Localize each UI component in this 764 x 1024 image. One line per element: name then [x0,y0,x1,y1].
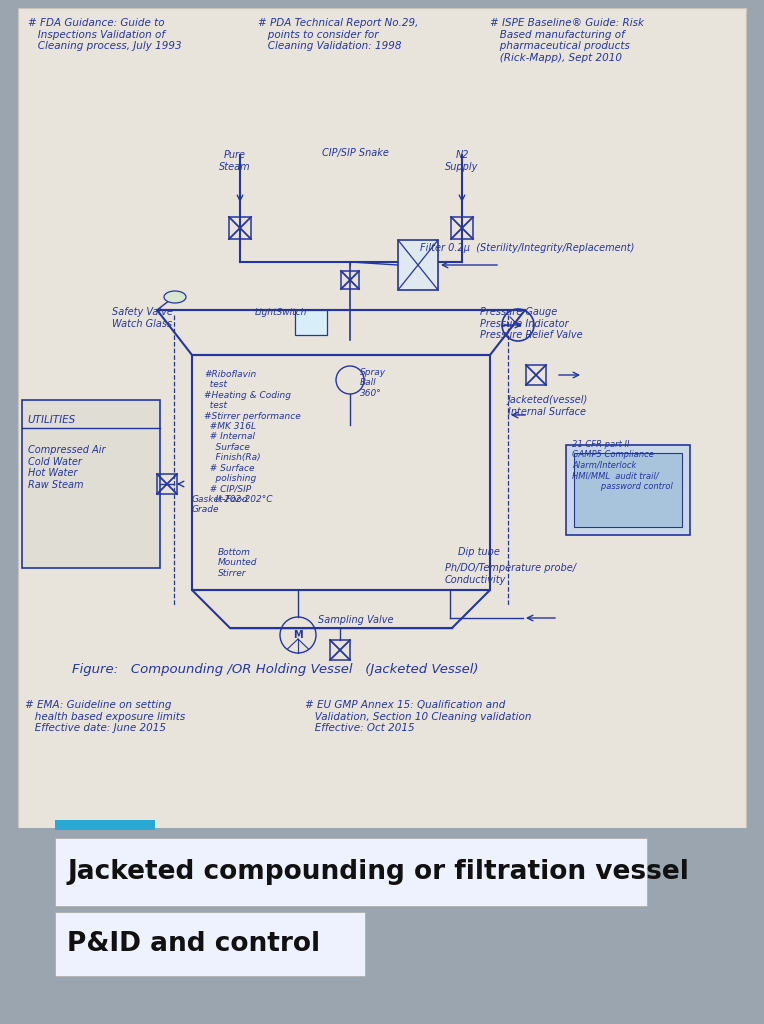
Text: Spray
Ball
360°: Spray Ball 360° [360,368,386,397]
Text: #Riboflavin
  test
#Heating & Coding
  test
#Stirrer performance
  #MK 316L
  # : #Riboflavin test #Heating & Coding test … [204,370,301,504]
Text: # EMA: Guideline on setting
   health based exposure limits
   Effective date: J: # EMA: Guideline on setting health based… [25,700,185,733]
Bar [55,912,365,976]
Text: Pure
Steam: Pure Steam [219,150,251,172]
Text: Sampling Valve: Sampling Valve [318,615,393,625]
Ellipse shape [164,291,186,303]
Text: # EU GMP Annex 15: Qualification and
   Validation, Section 10 Cleaning validati: # EU GMP Annex 15: Qualification and Val… [305,700,532,733]
Text: M: M [293,630,303,640]
Bar [192,355,490,590]
Bar [22,400,160,568]
Text: LightSwitch: LightSwitch [255,308,307,317]
Text: Jacketed(vessel)
Internal Surface: Jacketed(vessel) Internal Surface [508,395,588,417]
Bar [330,640,350,660]
Bar [341,271,359,289]
Bar [55,838,647,906]
Text: # FDA Guidance: Guide to
   Inspections Validation of
   Cleaning process, July : # FDA Guidance: Guide to Inspections Val… [28,18,182,51]
Bar [55,820,155,830]
Text: Gasket-Food
Grade: Gasket-Food Grade [192,495,248,514]
Text: Dip tube: Dip tube [458,547,500,557]
Bar [157,474,177,494]
Text: Jacketed compounding or filtration vessel: Jacketed compounding or filtration vesse… [67,859,689,885]
Bar [526,365,546,385]
Bar [451,217,473,239]
Text: UTILITIES: UTILITIES [28,415,76,425]
Text: Filter 0.2μ  (Sterility/Integrity/Replacement): Filter 0.2μ (Sterility/Integrity/Replace… [420,243,634,253]
Bar [0,828,764,1024]
Bar [295,310,327,335]
Text: # PDA Technical Report No.29,
   points to consider for
   Cleaning Validation: : # PDA Technical Report No.29, points to … [258,18,419,51]
Text: Pressure Gauge
Pressure Indicator
Pressure Relief Valve: Pressure Gauge Pressure Indicator Pressu… [480,307,583,340]
Text: CIP/SIP Snake: CIP/SIP Snake [322,148,388,158]
Bar [398,240,438,290]
Text: # ISPE Baseline® Guide: Risk
   Based manufacturing of
   pharmaceutical product: # ISPE Baseline® Guide: Risk Based manuf… [490,18,644,62]
Bar [229,217,251,239]
Text: Bottom
Mounted
Stirrer: Bottom Mounted Stirrer [218,548,257,578]
Text: N2
Supply: N2 Supply [445,150,479,172]
Bar [574,453,682,527]
Text: Safety Valve
Watch Glass: Safety Valve Watch Glass [112,307,173,329]
Bar [18,8,746,828]
Text: Figure:   Compounding /OR Holding Vessel   (Jacketed Vessel): Figure: Compounding /OR Holding Vessel (… [72,663,478,676]
Text: Ph/DO/Temperature probe/
Conductivity: Ph/DO/Temperature probe/ Conductivity [445,563,576,585]
Bar [566,445,690,535]
Text: Compressed Air
Cold Water
Hot Water
Raw Steam: Compressed Air Cold Water Hot Water Raw … [28,445,105,489]
Text: P&ID and control: P&ID and control [67,931,320,957]
Text: 21 CFR part II
GAMP5 Compliance
Alarm/Interlock
HMI/MML  audit trail/
          : 21 CFR part II GAMP5 Compliance Alarm/In… [572,440,673,490]
